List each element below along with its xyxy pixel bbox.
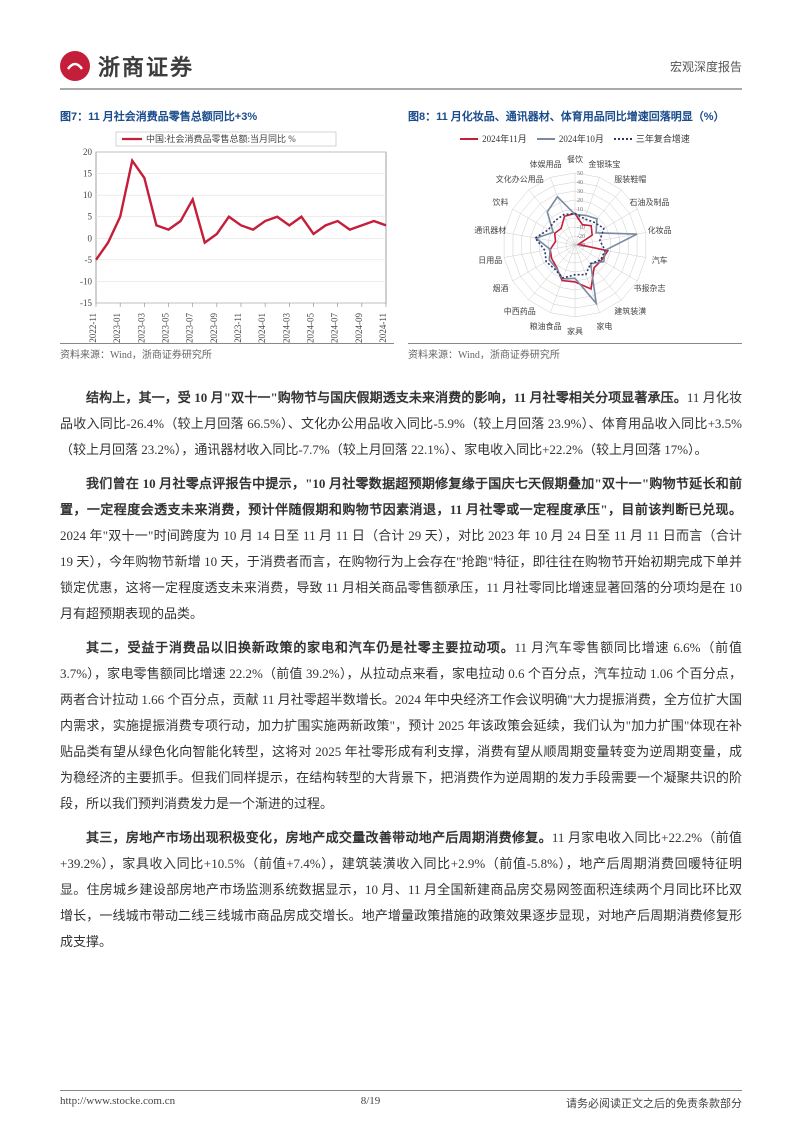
svg-text:2023-05: 2023-05	[161, 313, 171, 343]
svg-text:2024-09: 2024-09	[354, 313, 364, 343]
footer-page: 8/19	[361, 1095, 381, 1111]
svg-text:体娱用品: 体娱用品	[530, 159, 562, 169]
svg-text:20: 20	[83, 147, 93, 157]
svg-text:2024-01: 2024-01	[257, 313, 267, 343]
footer-disclaimer: 请务必阅读正文之后的免责条款部分	[566, 1095, 742, 1111]
svg-text:2024-07: 2024-07	[330, 313, 340, 343]
svg-text:2024-03: 2024-03	[281, 313, 291, 343]
company-name: 浙商证券	[98, 50, 194, 82]
footer-url: http://www.stocke.com.cn	[60, 1095, 175, 1111]
svg-text:10: 10	[83, 190, 93, 200]
svg-text:化妆品: 化妆品	[648, 225, 672, 235]
para-2-rest: 2024 年"双十一"时间跨度为 10 月 14 日至 11 月 11 日（合计…	[60, 528, 742, 621]
svg-text:30: 30	[577, 189, 583, 195]
svg-text:-10: -10	[577, 225, 585, 231]
chart7-source: 资料来源：Wind，浙商证券研究所	[60, 346, 394, 361]
chart7-box: 图7：11 月社会消费品零售总额同比+3% -15 -10 -5 0 5 10 15 20 20…	[60, 108, 394, 361]
logo-icon	[60, 51, 90, 81]
chart8-legend: 2024年11月2024年10月三年复合增速	[408, 128, 742, 145]
chart8-svg: 餐饮金银珠宝服装鞋帽石油及制品化妆品汽车书报杂志建筑装潢家电家具粮油食品 中西药品…	[408, 145, 742, 340]
svg-text:2024-11: 2024-11	[378, 313, 388, 343]
chart7-title: 图7：11 月社会消费品零售总额同比+3%	[60, 108, 394, 124]
page-footer: http://www.stocke.com.cn 8/19 请务必阅读正文之后的…	[60, 1090, 742, 1111]
svg-text:40: 40	[577, 180, 583, 186]
svg-text:2023-03: 2023-03	[136, 313, 146, 343]
chart8-body: 2024年11月2024年10月三年复合增速 餐饮金银珠宝服装鞋帽石油及制品化妆…	[408, 128, 742, 343]
para-1: 结构上，其一，受 10 月"双十一"购物节与国庆假期透支未来消费的影响，11 月…	[60, 385, 742, 463]
para-2: 我们曾在 10 月社零点评报告中提示，"10 月社零数据超预期修复缘于国庆七天假…	[60, 471, 742, 627]
chart7-svg: -15 -10 -5 0 5 10 15 20 2022-11 2023-01 2023-03 202…	[60, 128, 394, 343]
para-3-bold: 其二，受益于消费品以旧换新政策的家电和汽车仍是社零主要拉动项。	[86, 640, 515, 655]
page-header: 浙商证券 宏观深度报告	[60, 50, 742, 90]
svg-text:中西药品: 中西药品	[504, 306, 536, 316]
chart8-title: 图8：11 月化妆品、通讯器材、体育用品同比增速回落明显（%）	[408, 108, 742, 124]
svg-text:2023-09: 2023-09	[209, 313, 219, 343]
doc-type: 宏观深度报告	[670, 58, 742, 75]
svg-text:日用品: 日用品	[478, 256, 502, 265]
svg-text:汽车: 汽车	[652, 255, 668, 265]
svg-text:建筑装潢: 建筑装潢	[614, 306, 646, 316]
para-1-bold: 结构上，其一，受 10 月"双十一"购物节与国庆假期透支未来消费的影响，11 月…	[86, 390, 687, 405]
svg-text:金银珠宝: 金银珠宝	[588, 159, 620, 169]
svg-text:15: 15	[83, 169, 93, 179]
chart8-box: 图8：11 月化妆品、通讯器材、体育用品同比增速回落明显（%） 2024年11月…	[408, 108, 742, 361]
svg-text:饮料: 饮料	[493, 197, 509, 207]
para-4-rest: 11 月家电收入同比+22.2%（前值+39.2%），家具收入同比+10.5%（…	[60, 830, 742, 949]
chart7-body: -15 -10 -5 0 5 10 15 20 2022-11 2023-01 2023-03 202…	[60, 128, 394, 343]
para-4: 其三，房地产市场出现积极变化，房地产成交量改善带动地产后周期消费修复。11 月家…	[60, 825, 742, 955]
svg-text:2022-11: 2022-11	[88, 313, 98, 343]
svg-text:2023-11: 2023-11	[233, 313, 243, 343]
svg-text:烟酒: 烟酒	[493, 284, 509, 293]
svg-text:-5: -5	[85, 255, 93, 265]
body-text: 结构上，其一，受 10 月"双十一"购物节与国庆假期透支未来消费的影响，11 月…	[60, 385, 742, 955]
svg-text:2024-05: 2024-05	[306, 313, 316, 343]
para-2-bold: 我们曾在 10 月社零点评报告中提示，"10 月社零数据超预期修复缘于国庆七天假…	[60, 476, 742, 517]
svg-text:20: 20	[577, 198, 583, 204]
svg-text:家电: 家电	[596, 321, 612, 331]
svg-text:粮油食品: 粮油食品	[530, 321, 562, 331]
svg-text:餐饮: 餐饮	[567, 154, 583, 164]
svg-text:0: 0	[88, 233, 93, 243]
para-3: 其二，受益于消费品以旧换新政策的家电和汽车仍是社零主要拉动项。11 月汽车零售额…	[60, 635, 742, 817]
svg-text:-15: -15	[80, 298, 92, 308]
svg-text:书报杂志: 书报杂志	[633, 283, 665, 293]
svg-text:中国:社会消费品零售总额:当月同比 %: 中国:社会消费品零售总额:当月同比 %	[146, 133, 296, 144]
svg-text:石油及制品: 石油及制品	[629, 197, 669, 207]
logo-block: 浙商证券	[60, 50, 194, 82]
svg-text:50: 50	[577, 171, 583, 177]
chart8-source: 资料来源：Wind，浙商证券研究所	[408, 346, 742, 361]
svg-text:文化办公用品: 文化办公用品	[496, 174, 544, 184]
charts-row: 图7：11 月社会消费品零售总额同比+3% -15-10-50510152020…	[60, 108, 742, 361]
svg-text:服装鞋帽: 服装鞋帽	[614, 174, 646, 184]
svg-text:10: 10	[577, 207, 583, 213]
para-3-rest: 11 月汽车零售额同比增速 6.6%（前值 3.7%），家电零售额同比增速 22…	[60, 640, 742, 811]
svg-text:-20: -20	[577, 234, 585, 240]
para-4-bold: 其三，房地产市场出现积极变化，房地产成交量改善带动地产后周期消费修复。	[86, 830, 552, 845]
svg-text:通讯器材: 通讯器材	[474, 225, 506, 235]
svg-text:5: 5	[88, 212, 93, 222]
svg-text:2023-07: 2023-07	[185, 313, 195, 343]
svg-text:2023-01: 2023-01	[112, 313, 122, 343]
svg-text:家具: 家具	[567, 326, 583, 336]
svg-text:-10: -10	[80, 276, 92, 286]
